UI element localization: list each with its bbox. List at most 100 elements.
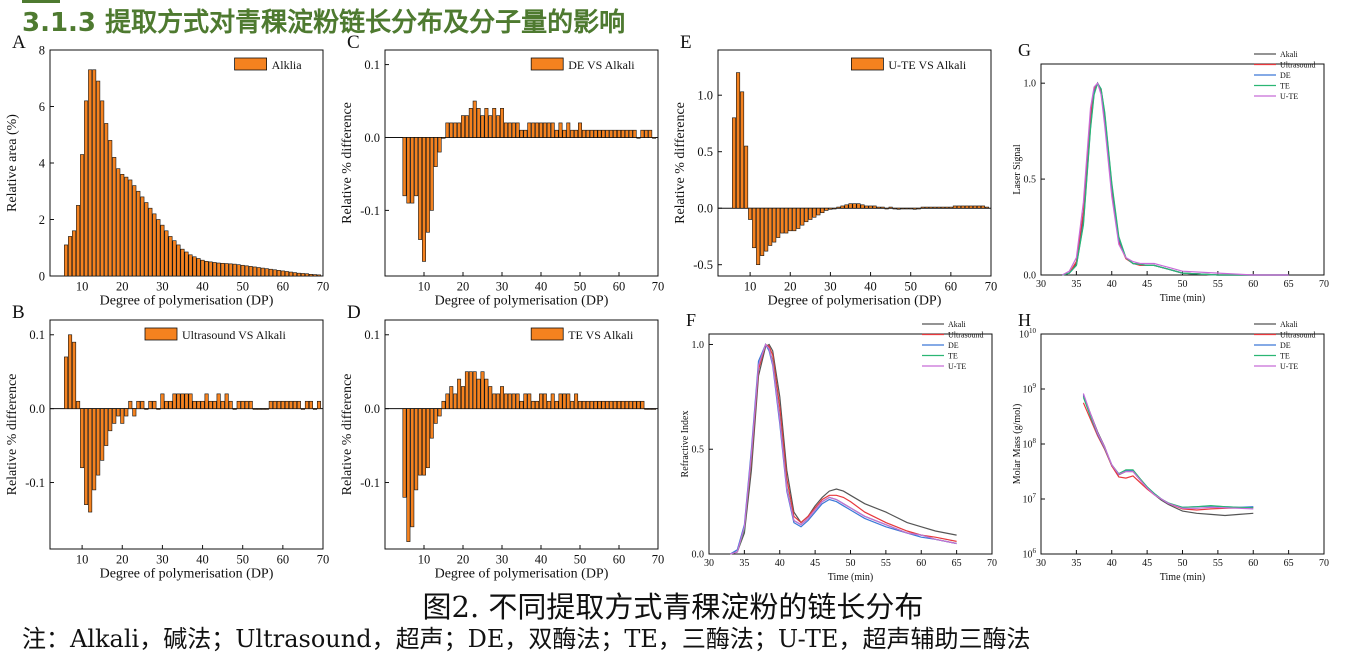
series-line xyxy=(1062,81,1289,276)
bar xyxy=(168,236,173,277)
bar xyxy=(908,207,913,210)
bar xyxy=(732,117,737,209)
bar xyxy=(500,108,504,138)
x-tick-label: 60 xyxy=(613,280,626,294)
y-tick-label: 1.0 xyxy=(1024,79,1037,90)
bar xyxy=(140,196,145,277)
bar xyxy=(492,393,497,409)
x-tick-label: 55 xyxy=(1213,279,1223,290)
bar xyxy=(581,400,586,409)
panel-letter: C xyxy=(347,32,360,53)
y-tick-label: 108 xyxy=(1023,437,1037,451)
bar xyxy=(752,207,757,249)
bar xyxy=(515,393,520,409)
bar xyxy=(136,190,141,277)
x-tick-label: 65 xyxy=(952,558,962,569)
bar xyxy=(968,205,973,209)
series-line xyxy=(1061,82,1289,276)
bar xyxy=(116,408,121,417)
x-tick-label: 45 xyxy=(1142,279,1152,290)
y-axis-label: Refractive Index xyxy=(680,411,691,478)
series-line xyxy=(1062,81,1289,276)
bar xyxy=(570,400,575,409)
bar xyxy=(888,206,893,209)
bar xyxy=(280,270,285,277)
bar xyxy=(172,240,177,277)
bar xyxy=(445,393,450,409)
bar xyxy=(480,115,485,138)
bar xyxy=(900,207,905,210)
bar xyxy=(542,393,547,409)
bar xyxy=(402,408,407,498)
bar xyxy=(792,207,797,232)
bar xyxy=(574,129,579,138)
bar xyxy=(268,268,273,277)
bar xyxy=(597,400,602,409)
y-tick-label: 0.0 xyxy=(364,131,380,145)
y-tick-label: 0.5 xyxy=(1024,175,1037,186)
bar xyxy=(64,356,69,409)
bar xyxy=(188,393,193,409)
bar xyxy=(292,400,297,409)
plot-frame xyxy=(717,49,992,277)
bar xyxy=(128,400,133,409)
bar xyxy=(264,408,269,410)
bar xyxy=(760,207,765,256)
bar xyxy=(964,205,969,209)
y-tick-label: 2 xyxy=(39,213,45,227)
bar xyxy=(84,408,89,505)
bar xyxy=(252,266,257,277)
x-tick-label: 30 xyxy=(1036,558,1046,569)
bar xyxy=(812,207,817,218)
bar xyxy=(496,393,501,409)
bar xyxy=(68,334,73,409)
bar xyxy=(496,115,501,138)
bar xyxy=(620,129,625,138)
x-axis-label: Degree of polymerisation (DP) xyxy=(435,294,609,309)
panel-c: 10 20 30 40 50 60 70 -0.1 0.0 0.1 Degree of polyme… xyxy=(335,32,670,310)
bar xyxy=(232,408,237,410)
plot-frame xyxy=(384,319,659,550)
panel-b: 10 20 30 40 50 60 70 -0.1 0.0 0.1 Degree of polyme… xyxy=(0,302,335,588)
bar xyxy=(852,203,857,209)
bar xyxy=(244,265,249,277)
y-tick-label: 0.0 xyxy=(364,402,380,416)
bar xyxy=(296,400,301,409)
bar xyxy=(212,262,217,277)
bar xyxy=(736,72,741,209)
y-tick-label: 0.5 xyxy=(692,445,705,456)
y-tick-label: 0.5 xyxy=(697,145,713,159)
chart-c: 10 20 30 40 50 60 70 -0.1 0.0 0.1 Degree of polyme… xyxy=(340,32,664,309)
bar xyxy=(468,108,473,138)
legend-label: Akali xyxy=(1280,320,1299,329)
legend-swatch xyxy=(144,327,178,341)
bar xyxy=(208,261,213,277)
bar xyxy=(156,219,161,277)
y-tick-label: 0.0 xyxy=(692,550,705,561)
bar xyxy=(64,244,69,277)
bar xyxy=(296,272,301,277)
bar xyxy=(952,205,957,209)
legend-label: U-TE xyxy=(948,362,966,371)
bar xyxy=(100,100,105,277)
bar xyxy=(457,122,462,138)
bar xyxy=(740,91,745,209)
bar xyxy=(840,205,845,209)
bar xyxy=(503,122,508,138)
bar xyxy=(164,230,169,277)
x-tick-label: 70 xyxy=(987,558,997,569)
x-tick-label: 30 xyxy=(824,280,837,294)
legend-label: Alklia xyxy=(272,58,303,72)
bar xyxy=(896,207,901,210)
bar xyxy=(120,174,125,277)
x-axis-label: Degree of polymerisation (DP) xyxy=(435,567,609,582)
bar xyxy=(116,168,121,277)
bar xyxy=(144,202,149,277)
bar xyxy=(96,408,101,476)
bar xyxy=(124,408,129,417)
bar xyxy=(578,122,582,138)
bar xyxy=(80,154,85,277)
chart-f: 30 35 40 45 50 55 60 65 70 0.0 0.5 1.0 Time (min) Ref… xyxy=(680,310,997,583)
bar xyxy=(260,408,265,410)
